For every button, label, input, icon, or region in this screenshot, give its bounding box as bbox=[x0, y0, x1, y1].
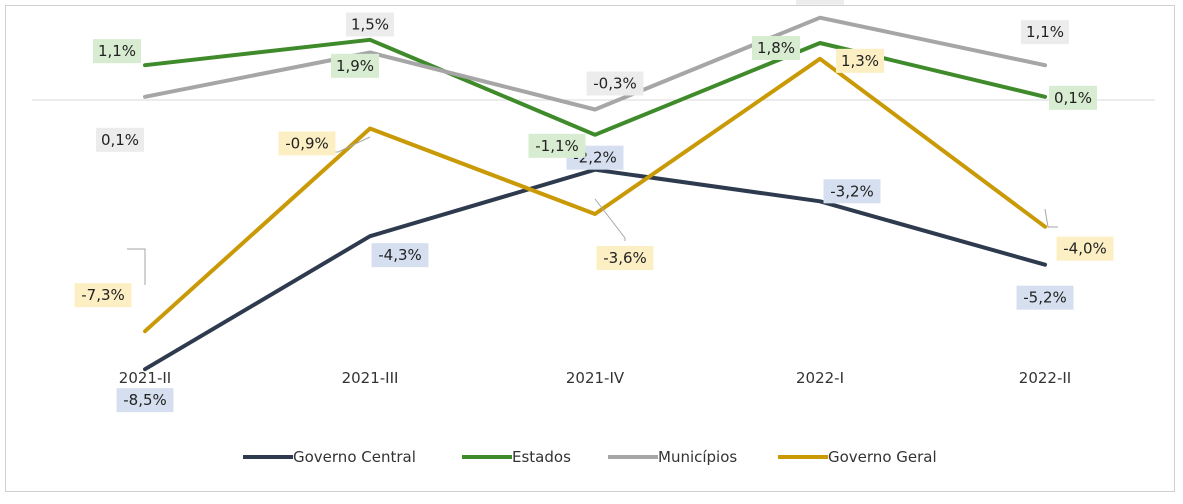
legend-label: Municípios bbox=[658, 448, 737, 466]
data-label: 0,1% bbox=[101, 131, 139, 149]
data-label-box bbox=[278, 131, 336, 156]
data-labels-group: -8,5%-4,3%-2,2%-3,2%-5,2%1,1%1,9%-1,1%1,… bbox=[74, 0, 1114, 413]
leader-lines-group bbox=[127, 69, 1058, 285]
data-label: -3,6% bbox=[603, 249, 647, 267]
data-label: 2,6% bbox=[801, 0, 839, 2]
series-line-0 bbox=[143, 167, 1047, 372]
data-label-box bbox=[74, 283, 132, 308]
data-label: -3,2% bbox=[830, 182, 874, 200]
legend-label: Estados bbox=[512, 448, 571, 466]
data-label-box bbox=[331, 53, 379, 78]
data-label: 1,9% bbox=[336, 57, 374, 75]
data-label: -0,9% bbox=[285, 135, 329, 153]
x-tick-label: 2021-IV bbox=[566, 369, 625, 387]
data-label-box bbox=[836, 48, 884, 73]
series-lines-group bbox=[143, 15, 1047, 372]
legend-label: Governo Geral bbox=[828, 448, 937, 466]
x-tick-label: 2021-III bbox=[342, 369, 399, 387]
data-label-box bbox=[1049, 85, 1097, 110]
data-label: 1,3% bbox=[841, 52, 879, 70]
data-label-box bbox=[1021, 20, 1069, 45]
data-label: -0,3% bbox=[593, 75, 637, 93]
data-label: -7,3% bbox=[81, 286, 125, 304]
data-label-box bbox=[596, 246, 654, 270]
data-label: -4,3% bbox=[378, 246, 422, 264]
series-line-2 bbox=[143, 15, 1047, 112]
data-label-box bbox=[346, 12, 394, 37]
leader-line bbox=[594, 198, 626, 241]
data-label-box bbox=[752, 36, 800, 60]
data-label-box bbox=[586, 71, 644, 96]
data-label: -1,1% bbox=[535, 137, 579, 155]
data-label: 1,8% bbox=[757, 39, 795, 57]
data-label-box bbox=[796, 0, 844, 5]
data-label: 0,1% bbox=[1054, 89, 1092, 107]
x-tick-labels-group: 2021-II 2021-III 2021-IV 2022-I 2022-II bbox=[119, 369, 1071, 387]
data-label-box bbox=[93, 39, 141, 64]
data-label-box bbox=[371, 243, 429, 268]
series-line-3 bbox=[143, 56, 1047, 334]
data-label-box bbox=[116, 388, 174, 413]
data-label: -4,0% bbox=[1063, 240, 1107, 258]
legend-item: Estados bbox=[462, 448, 571, 466]
series-line-1 bbox=[143, 37, 1047, 137]
legend-item: Governo Geral bbox=[778, 448, 937, 466]
legend-item: Municípios bbox=[608, 448, 737, 466]
data-label: 1,1% bbox=[1026, 23, 1064, 41]
data-label: -5,2% bbox=[1023, 289, 1067, 307]
x-tick-label: 2022-I bbox=[796, 369, 844, 387]
legend-item: Governo Central bbox=[243, 448, 416, 466]
leader-line bbox=[1044, 208, 1058, 228]
data-label-box bbox=[823, 179, 881, 204]
x-tick-label: 2021-II bbox=[119, 369, 171, 387]
legend-label: Governo Central bbox=[293, 448, 416, 466]
data-label: 1,5% bbox=[351, 16, 389, 34]
data-label-box bbox=[96, 127, 144, 152]
x-tick-label: 2022-II bbox=[1019, 369, 1071, 387]
data-label-box bbox=[1016, 285, 1074, 310]
data-label: 1,1% bbox=[98, 42, 136, 60]
data-label: -8,5% bbox=[123, 391, 167, 409]
legend: Governo Central Estados Municípios Governo … bbox=[243, 448, 937, 466]
data-label-box bbox=[1056, 236, 1114, 261]
data-label-box bbox=[528, 133, 586, 158]
leader-line bbox=[127, 248, 146, 285]
